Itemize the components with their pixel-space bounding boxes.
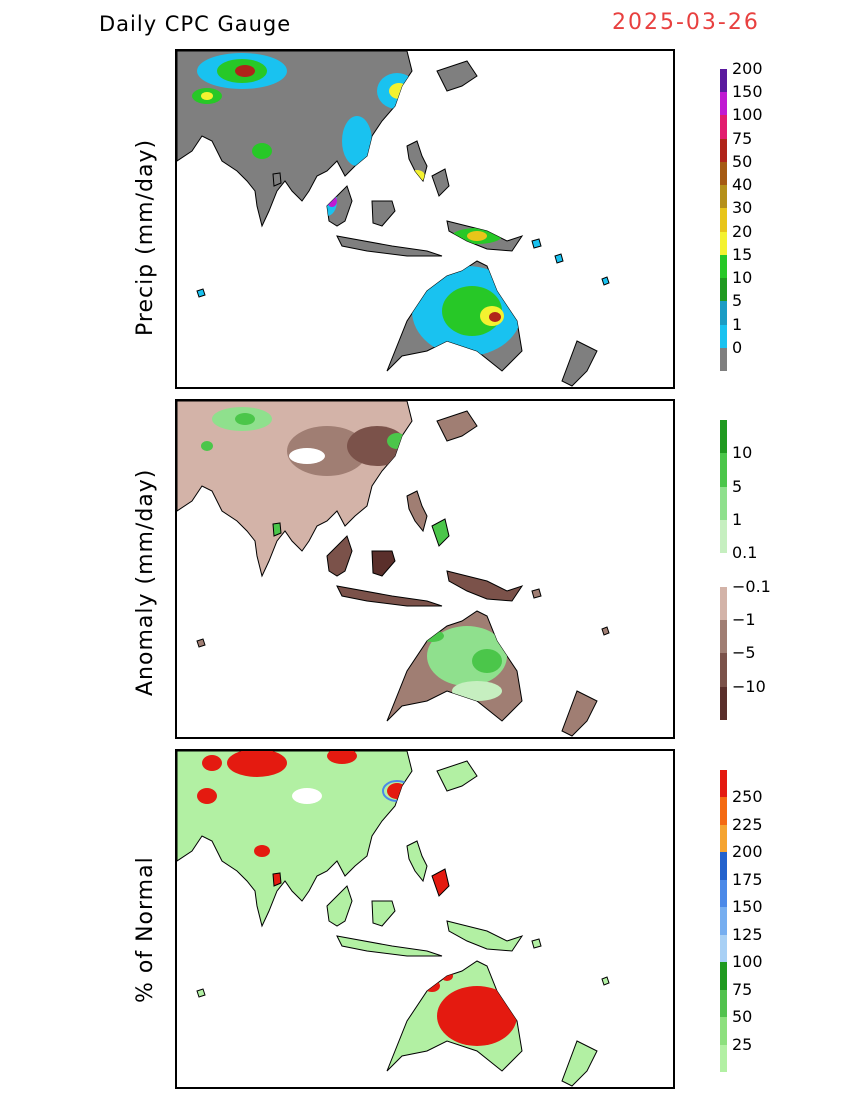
percent-colorbar-segment [720,770,727,798]
precip-colorbar-label: 0 [732,337,743,357]
precip-islands [196,238,610,298]
anomaly-colorbar-label: 10 [732,443,753,463]
map-date: 2025-03-26 [612,10,760,35]
percent-colorbar-label: 25 [732,1034,753,1054]
anomaly-map-canvas [177,401,610,737]
percent-colorbar-segment [720,962,727,991]
precip-colorbar-label: 1 [732,314,743,334]
anomaly-colorbar-segment [720,453,727,488]
percent-colorbar [720,770,727,1073]
precip-colorbar-segment [720,92,727,116]
precip-colorbar-segment [720,301,727,326]
precip-colorbar-segment [720,231,727,256]
anomaly-colorbar-segment [720,586,727,621]
precip-colorbar-label: 200 [732,59,763,78]
percent-colorbar-segment [720,879,727,908]
percent-axis-label: % of Normal [133,856,158,1003]
percent-colorbar-segment [720,907,727,936]
precip-colorbar-label: 50 [732,151,753,171]
precip-colorbar-segment [720,254,727,279]
percent-colorbar-segment [720,852,727,881]
percent-colorbar-segment [720,797,727,826]
precip-field [192,53,522,356]
precip-colorbar-segment [720,185,727,209]
anomaly-colorbar-segment [720,486,727,521]
precip-colorbar-label: 5 [732,291,743,311]
percent-colorbar-label: 75 [732,979,753,999]
anomaly-colorbar-label: −1 [732,610,756,629]
precip-colorbar-label: 15 [732,244,753,264]
anomaly-colorbar-segment [720,553,727,588]
percent-map [175,749,675,1089]
precip-colorbar-segment [720,161,727,186]
anomaly-colorbar-label: −10 [732,676,766,696]
precip-map-canvas [177,51,610,387]
anomaly-colorbar-label: 0.1 [732,543,758,563]
percent-colorbar-label: 100 [732,952,763,972]
precip-colorbar-label: 75 [732,128,753,148]
percent-colorbar-segment [720,989,727,1018]
anomaly-colorbar-label: 5 [732,476,743,496]
anomaly-map [175,399,675,739]
percent-map-canvas [177,751,610,1087]
percent-colorbar-segment [720,1044,727,1073]
percent-colorbar-segment [720,934,727,963]
anomaly-colorbar-segment [720,620,727,654]
percent-colorbar-label: 175 [732,869,763,889]
percent-colorbar-segment [720,1017,727,1046]
percent-land-base [177,751,598,1087]
anomaly-colorbar-segment [720,653,727,688]
precip-colorbar-label: 40 [732,175,753,195]
anomaly-islands [196,588,610,648]
percent-islands [196,938,610,998]
precip-colorbar-segment [720,347,727,372]
anomaly-colorbar-segment [720,420,727,454]
precip-colorbar-label: 20 [732,221,753,241]
anomaly-colorbar-segment [720,686,727,721]
precip-colorbar-segment [720,324,727,349]
percent-colorbar-segment [720,824,727,853]
precip-colorbar-segment [720,115,727,140]
percent-colorbar-label: 225 [732,814,763,834]
precip-colorbar-label: 100 [732,105,763,125]
precip-colorbar-segment [720,69,727,93]
anomaly-field [201,407,507,701]
precip-colorbar-label: 10 [732,268,753,288]
percent-colorbar-label: 250 [732,787,763,807]
anomaly-colorbar [720,420,727,721]
anomaly-colorbar-label: 1 [732,510,743,529]
precip-axis-label: Precip (mm/day) [133,138,158,336]
precip-map [175,49,675,389]
precip-colorbar-segment [720,138,727,163]
anomaly-colorbar-label: −5 [732,643,756,663]
precip-colorbar-label: 30 [732,198,753,218]
percent-colorbar-label: 150 [732,897,763,917]
precip-colorbar-segment [720,278,727,302]
anomaly-colorbar-label: −0.1 [732,576,771,596]
anomaly-axis-label: Anomaly (mm/day) [133,468,158,696]
precip-colorbar [720,69,727,372]
map-title: Daily CPC Gauge [99,12,292,36]
percent-colorbar-label: 125 [732,924,763,944]
percent-colorbar-label: 50 [732,1007,753,1027]
precip-colorbar-label: 150 [732,82,763,102]
precip-colorbar-segment [720,208,727,233]
anomaly-colorbar-segment [720,520,727,554]
percent-colorbar-label: 200 [732,842,763,862]
